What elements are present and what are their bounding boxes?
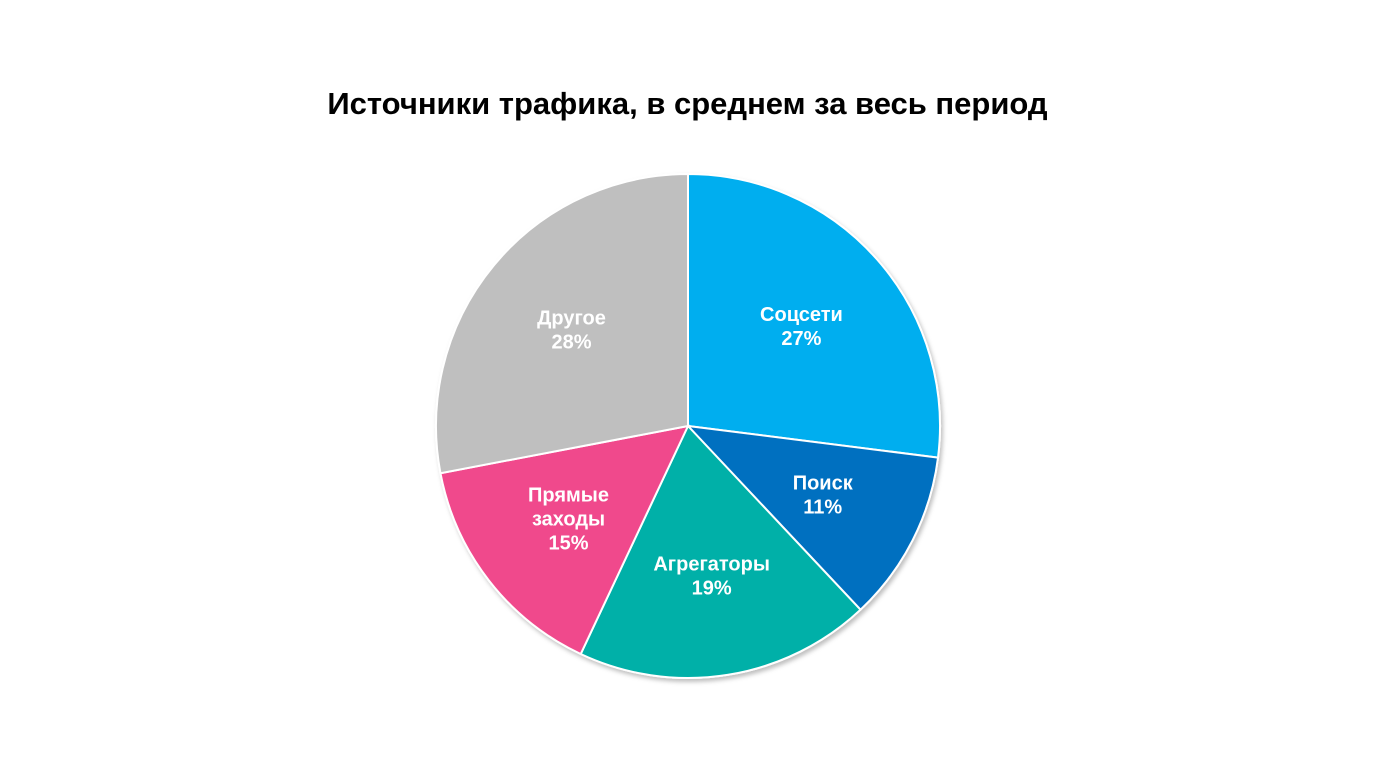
slice-category-label: Поиск [793,473,854,495]
pie-slice-3 [579,424,862,679]
pie-slice-5 [435,172,689,475]
slice-label-4: Прямые заходы 15% [528,485,609,555]
slice-value-label: 28% [551,332,591,354]
slice-category-label: Другое [537,308,606,330]
slice-label-2: Поиск 11% [793,473,854,519]
slice-category-label: Соцсети [760,304,843,326]
slice-category-label: Агрегаторы [653,553,770,575]
chart-title: Источники трафика, в среднем за весь пер… [327,86,1048,121]
slice-category-label: Прямые [528,485,609,507]
pie-slices [435,172,941,679]
slice-label-3: Агрегаторы 19% [653,553,770,599]
slice-value-label: 27% [781,328,821,350]
slice-value-label: 19% [692,577,732,599]
slice-label-1: Соцсети 27% [760,304,843,350]
pie-labels: Соцсети 27% Поиск 11% Агрегаторы 19% Прямые зах… [528,304,854,599]
pie-slice-4 [439,424,690,656]
pie-slice-1 [687,172,941,459]
slice-category-label: заходы [532,509,605,531]
pie-slice-2 [685,424,940,612]
slice-value-label: 11% [803,497,842,519]
slice-value-label: 15% [549,533,589,555]
slice-label-5: Другое 28% [537,308,606,354]
